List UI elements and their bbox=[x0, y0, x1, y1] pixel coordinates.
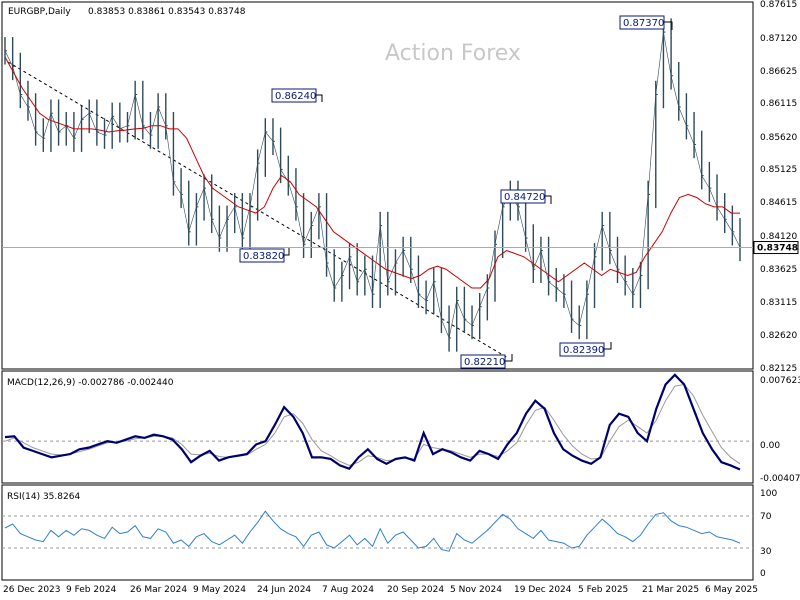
macd-signal-line bbox=[4, 383, 741, 466]
rsi-tick: 0 bbox=[760, 569, 766, 579]
price-tick: 0.87615 bbox=[760, 0, 797, 10]
last-price-box bbox=[753, 241, 799, 255]
price-tick: 0.85620 bbox=[760, 133, 797, 143]
price-tick: 0.83115 bbox=[760, 298, 797, 308]
annotation-leader bbox=[316, 94, 323, 102]
annotation-leader bbox=[505, 354, 513, 362]
date-tick: 5 Feb 2025 bbox=[578, 585, 628, 595]
macd-header: MACD(12,26,9) -0.002786 -0.002440 bbox=[7, 378, 174, 388]
price-tick: 0.86625 bbox=[760, 67, 797, 77]
price-tick: 0.84120 bbox=[760, 232, 797, 242]
annotation-label: 0.84720 bbox=[504, 192, 545, 203]
macd-panel bbox=[1, 370, 754, 484]
date-tick: 20 Sep 2024 bbox=[387, 585, 444, 595]
date-tick: 26 Mar 2024 bbox=[130, 585, 187, 595]
watermark: Action Forex bbox=[385, 41, 521, 66]
macd-tick: 0.00 bbox=[760, 441, 780, 451]
date-tick: 24 Jun 2024 bbox=[257, 585, 311, 595]
annotation-label: 0.82390 bbox=[563, 345, 604, 356]
macd-tick: 0.007623 bbox=[760, 376, 800, 386]
price-panel bbox=[1, 1, 754, 370]
rsi-tick: 30 bbox=[760, 547, 772, 557]
last-price-marker: 0.83748 bbox=[2, 241, 799, 255]
price-tick: 0.83625 bbox=[760, 265, 797, 275]
rsi-panel bbox=[1, 484, 754, 581]
price-axis: 0.87615 0.87120 0.86625 0.86115 0.85620 … bbox=[760, 0, 797, 374]
date-tick: 6 May 2025 bbox=[705, 585, 758, 595]
rsi-tick: 70 bbox=[760, 512, 772, 522]
annotation-label: 0.87370 bbox=[623, 18, 664, 29]
rsi-layer bbox=[2, 510, 753, 552]
annotations: 0.87370 0.86240 0.84720 0.83820 0.82390 … bbox=[239, 15, 673, 369]
date-tick: 21 Mar 2025 bbox=[642, 585, 699, 595]
price-layer bbox=[4, 18, 742, 352]
date-tick: 9 May 2024 bbox=[193, 585, 246, 595]
price-tick: 0.85125 bbox=[760, 165, 797, 175]
rsi-axis: 100 70 30 0 bbox=[760, 489, 777, 579]
rsi-line bbox=[4, 510, 741, 552]
price-tick: 0.82620 bbox=[760, 331, 797, 341]
price-header: EURGBP,Daily bbox=[8, 7, 71, 17]
macd-line bbox=[4, 373, 741, 471]
date-tick: 9 Feb 2024 bbox=[66, 585, 117, 595]
annotation-leader bbox=[604, 342, 612, 350]
macd-axis: 0.007623 0.00 -0.004073 bbox=[760, 376, 800, 484]
annotation-label: 0.82210 bbox=[464, 357, 505, 368]
date-tick: 26 Dec 2023 bbox=[3, 585, 61, 595]
date-tick: 7 Aug 2024 bbox=[322, 585, 374, 595]
annotation-leader bbox=[284, 248, 290, 256]
price-tick: 0.86115 bbox=[760, 99, 797, 109]
price-tick: 0.82125 bbox=[760, 364, 797, 374]
annotation-leader bbox=[664, 21, 673, 30]
price-tick: 0.87120 bbox=[760, 34, 797, 44]
annotation-leader bbox=[545, 195, 552, 204]
rsi-tick: 100 bbox=[760, 489, 777, 499]
date-tick: 19 Dec 2024 bbox=[514, 585, 572, 595]
date-tick: 5 Nov 2024 bbox=[450, 585, 502, 595]
macd-layer bbox=[2, 373, 753, 471]
price-line bbox=[4, 32, 741, 339]
rsi-header: RSI(14) 35.8264 bbox=[7, 492, 80, 502]
last-price-label: 0.83748 bbox=[757, 244, 798, 254]
annotation-label: 0.86240 bbox=[275, 91, 316, 102]
price-tick: 0.84615 bbox=[760, 198, 797, 208]
date-axis: 26 Dec 2023 9 Feb 2024 26 Mar 2024 9 May… bbox=[3, 585, 758, 595]
macd-tick: -0.004073 bbox=[760, 474, 800, 484]
annotation-label: 0.83820 bbox=[243, 251, 284, 262]
moving-average-line bbox=[4, 56, 740, 289]
price-ohlc: 0.83853 0.83861 0.83543 0.83748 bbox=[88, 7, 246, 17]
